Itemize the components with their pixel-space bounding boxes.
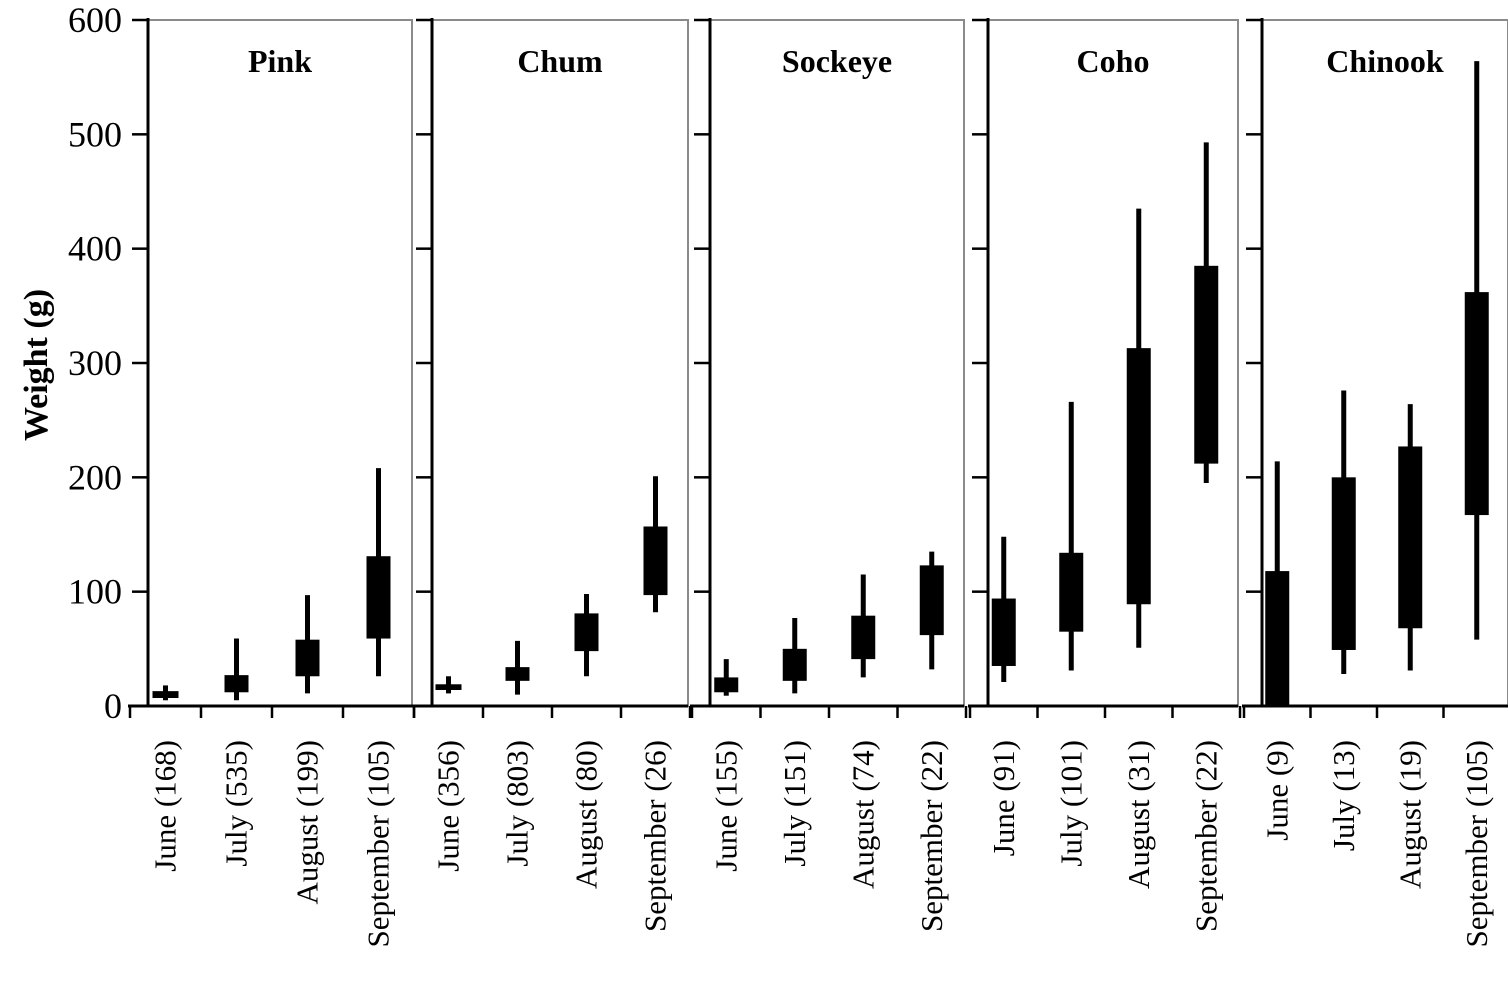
y-tick-labels: 0 100 200 300 400 500 600 bbox=[68, 0, 122, 726]
box bbox=[435, 684, 462, 690]
panel-title: Chum bbox=[517, 43, 603, 79]
box bbox=[574, 613, 599, 652]
x-category-label: August (80) bbox=[569, 740, 604, 889]
x-category-label: July (101) bbox=[1053, 740, 1088, 867]
x-category-label: September (26) bbox=[638, 740, 673, 932]
y-tick-label: 400 bbox=[68, 229, 122, 269]
y-axis-title: Weight (g) bbox=[18, 289, 55, 441]
box bbox=[1059, 552, 1084, 632]
panel-title: Coho bbox=[1077, 43, 1150, 79]
box bbox=[1194, 265, 1219, 464]
panel-sockeye: Sockeye June (155) July (151) August (74) Se… bbox=[690, 18, 968, 932]
x-category-label: July (535) bbox=[219, 740, 254, 867]
box bbox=[366, 556, 391, 639]
panel-title: Chinook bbox=[1326, 43, 1444, 79]
box bbox=[643, 526, 668, 596]
x-category-label: June (9) bbox=[1259, 740, 1294, 841]
box bbox=[1464, 292, 1489, 516]
x-category-label: August (199) bbox=[290, 740, 325, 904]
x-category-label: June (91) bbox=[986, 740, 1021, 856]
y-tick-label: 200 bbox=[68, 457, 122, 497]
panel-title: Sockeye bbox=[782, 43, 892, 79]
panel-pink: Pink June (168) July (535) August (199) Sept… bbox=[128, 18, 416, 947]
box bbox=[152, 691, 179, 698]
x-category-label: June (356) bbox=[431, 740, 466, 872]
x-category-label: September (22) bbox=[914, 740, 949, 932]
box bbox=[1331, 477, 1356, 650]
box bbox=[1265, 571, 1290, 706]
panel-frame bbox=[431, 19, 689, 707]
box bbox=[224, 675, 249, 693]
panel-chum: Chum June (356) July (803) August (80) Septe… bbox=[412, 18, 692, 932]
box bbox=[714, 677, 739, 693]
x-category-label: June (155) bbox=[708, 740, 743, 872]
x-category-label: August (31) bbox=[1121, 740, 1156, 889]
x-category-label: September (105) bbox=[361, 740, 396, 947]
box bbox=[782, 648, 807, 681]
panels: Pink June (168) July (535) August (199) Sept… bbox=[128, 18, 1508, 947]
box bbox=[1126, 348, 1151, 605]
y-tick-label: 600 bbox=[68, 0, 122, 40]
y-tick-label: 100 bbox=[68, 572, 122, 612]
box bbox=[919, 565, 944, 636]
y-tick-label: 300 bbox=[68, 343, 122, 383]
panel-title: Pink bbox=[248, 43, 312, 79]
x-category-label: August (74) bbox=[845, 740, 880, 889]
x-category-label: August (19) bbox=[1392, 740, 1427, 889]
y-tick-label: 500 bbox=[68, 114, 122, 154]
panel-chinook: Chinook June (9) July (13) August (19) Septe… bbox=[1242, 18, 1508, 947]
box bbox=[1398, 446, 1423, 629]
x-category-label: September (22) bbox=[1188, 740, 1223, 932]
x-category-label: June (168) bbox=[148, 740, 183, 872]
x-category-label: September (105) bbox=[1459, 740, 1494, 947]
box bbox=[505, 667, 530, 681]
x-category-label: July (13) bbox=[1326, 740, 1361, 851]
box bbox=[991, 598, 1016, 666]
box bbox=[851, 615, 876, 660]
x-category-label: July (151) bbox=[777, 740, 812, 867]
x-category-label: July (803) bbox=[500, 740, 535, 867]
box bbox=[295, 639, 320, 677]
panel-coho: Coho June (91) July (101) August (31) Septem… bbox=[968, 18, 1242, 932]
y-tick-label: 0 bbox=[104, 686, 122, 726]
